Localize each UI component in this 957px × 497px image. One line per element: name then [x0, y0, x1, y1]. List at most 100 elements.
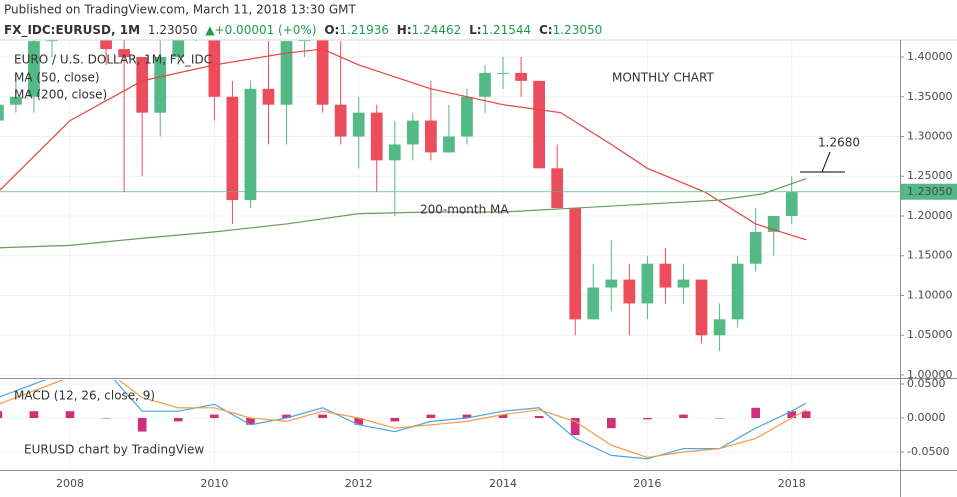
candle-body	[226, 96, 239, 201]
candle-body	[551, 168, 564, 209]
candle-body	[388, 144, 401, 161]
candle-body	[316, 40, 329, 105]
candle-body	[208, 40, 221, 97]
candle-body	[641, 263, 654, 304]
x-tick-label: 2008	[56, 477, 84, 490]
candle-body	[479, 72, 491, 97]
candle-body	[731, 263, 744, 320]
candle-body	[443, 136, 455, 153]
candle-body	[785, 192, 798, 216]
candle-body	[713, 319, 726, 336]
candle-body	[172, 40, 185, 58]
histogram-bar	[390, 417, 400, 422]
y-tick-label: 1.40000	[907, 50, 953, 63]
y-tick-label: 0.0500	[907, 377, 946, 390]
last-price-label: 1.23050	[907, 185, 953, 198]
y-tick-label: 1.35000	[907, 90, 953, 103]
histogram-bar	[787, 411, 797, 418]
histogram-bar	[282, 414, 291, 418]
candle-body	[587, 287, 600, 320]
candle-body	[136, 57, 149, 113]
candle-body	[659, 263, 672, 288]
macd-pane	[0, 380, 811, 460]
candle-body	[767, 215, 780, 232]
ohlc-label: L:	[469, 23, 481, 37]
candle-body	[298, 40, 311, 42]
histogram-bar	[751, 407, 760, 418]
histogram-bar	[801, 411, 811, 418]
annotation: 200-month MA	[420, 203, 509, 217]
x-tick-label: 2018	[778, 477, 806, 490]
ohlc-value: 1.23050	[553, 23, 603, 37]
histogram-bar	[246, 417, 255, 425]
y-tick-label: -0.0500	[907, 445, 949, 458]
x-tick-label: 2016	[633, 477, 661, 490]
histogram-bar	[101, 417, 111, 419]
candle-body	[605, 279, 618, 288]
macd-legend: MACD (12, 26, close, 9)	[14, 389, 155, 403]
histogram-bar	[354, 417, 364, 425]
histogram-bar	[0, 411, 3, 418]
ma-line	[0, 178, 807, 249]
candle-body	[370, 112, 383, 161]
candle-body	[100, 40, 112, 50]
candle-body	[515, 72, 527, 81]
histogram-bar	[210, 414, 219, 418]
publish-line: Published on TradingView.com, March 11, …	[4, 3, 357, 17]
histogram-bar	[318, 414, 327, 418]
annotation: 1.2680	[818, 136, 860, 150]
legend-ma200: MA (200, close)	[14, 88, 107, 102]
histogram-bar	[173, 417, 183, 422]
x-tick-label: 2010	[200, 477, 228, 490]
ohlc-value: 1.24462	[412, 23, 462, 37]
histogram-bar	[137, 417, 147, 432]
legend-title: EURO / U.S. DOLLAR, 1M, FX_IDC	[14, 53, 212, 67]
y-tick-label: 1.10000	[907, 288, 953, 301]
x-tick-label: 2012	[345, 477, 373, 490]
candle-body	[352, 112, 365, 137]
y-tick-label: 1.15000	[907, 249, 953, 262]
histogram-bar	[29, 411, 39, 418]
ma-line	[0, 48, 807, 241]
histogram-bar	[606, 417, 616, 429]
candle-body	[28, 41, 40, 97]
axes	[0, 39, 957, 497]
candle-body	[10, 96, 22, 105]
candle-body	[46, 40, 58, 42]
candle-body	[749, 231, 762, 264]
histogram-bar	[498, 414, 508, 418]
symbol: FX_IDC:EURUSD, 1M	[4, 23, 140, 38]
candle-body	[569, 208, 582, 320]
change: ▲+0.00001 (+0%)	[205, 23, 316, 37]
candle-body	[497, 72, 509, 74]
ohlc-label: O:	[324, 23, 339, 37]
symbol-line: FX_IDC:EURUSD, 1M 1.23050 ▲+0.00001 (+0%…	[4, 23, 602, 38]
candle-body	[623, 279, 636, 304]
histogram-bar	[679, 414, 688, 418]
x-tick-label: 2014	[489, 477, 517, 490]
candle-body	[461, 96, 473, 137]
last-price-box	[901, 183, 957, 200]
last: 1.23050	[148, 23, 198, 37]
candle-body	[533, 80, 545, 169]
histogram-bar	[715, 417, 724, 419]
candle-body	[154, 57, 167, 113]
annotation-line	[821, 151, 831, 173]
candle-body	[262, 88, 275, 105]
y-tick-label: 0.0000	[907, 411, 946, 424]
histogram-bar	[534, 415, 544, 418]
candle-body	[425, 120, 437, 153]
y-tick-label: 1.30000	[907, 130, 953, 143]
price-pane	[0, 40, 900, 352]
y-tick-label: 1.20000	[907, 209, 953, 222]
candle-body	[244, 88, 257, 201]
ohlc-value: 1.21544	[482, 23, 532, 37]
histogram-bar	[426, 414, 436, 418]
candle-body	[406, 120, 419, 145]
histogram-bar	[570, 417, 580, 435]
y-tick-label: 1.25000	[907, 169, 953, 182]
y-tick-label: 1.00000	[907, 368, 953, 381]
legend-ma50: MA (50, close)	[14, 71, 100, 85]
candle-body	[677, 279, 690, 288]
